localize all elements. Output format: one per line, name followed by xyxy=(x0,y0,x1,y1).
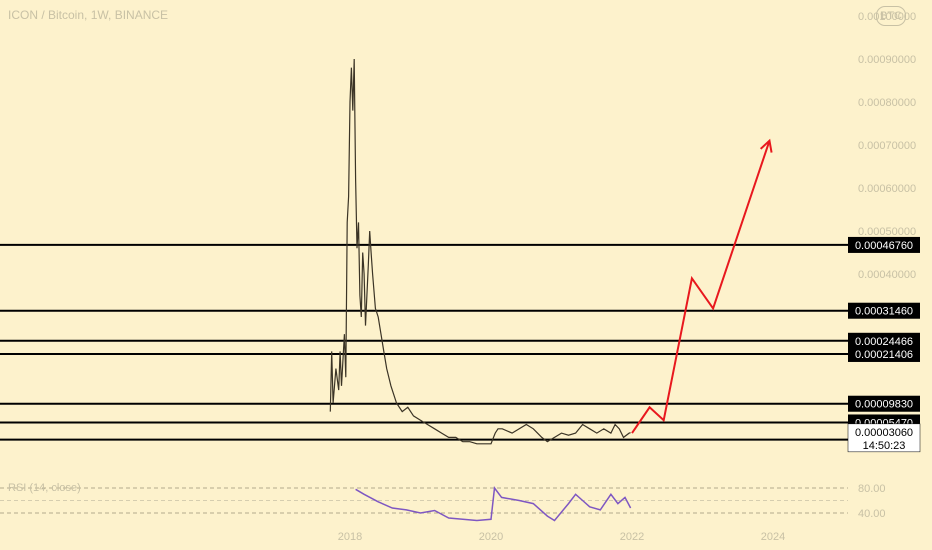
last-price-label: 0.00003060 xyxy=(855,427,913,439)
time-axis-label: 2022 xyxy=(620,531,644,543)
time-axis-label: 2018 xyxy=(338,531,362,543)
level-price-label: 0.00024466 xyxy=(855,336,913,348)
price-axis-label: 0.00070000 xyxy=(858,140,916,152)
countdown-label: 14:50:23 xyxy=(863,440,906,452)
time-axis-label: 2024 xyxy=(761,531,785,543)
level-price-tag xyxy=(848,395,920,412)
last-price-box xyxy=(847,423,921,453)
price-line xyxy=(329,58,631,445)
price-axis-label: 0.00050000 xyxy=(858,226,916,238)
level-price-label: 0.00009830 xyxy=(855,399,913,411)
price-axis-label: 0.00080000 xyxy=(858,97,916,109)
level-price-tag xyxy=(848,236,920,253)
price-axis-label: 0.00090000 xyxy=(858,54,916,66)
rsi-line xyxy=(355,486,632,522)
level-price-tag xyxy=(848,345,920,362)
time-axis-label: 2020 xyxy=(479,531,503,543)
rsi-label: RSI (14, close) xyxy=(8,482,81,494)
level-price-tag xyxy=(848,302,920,319)
chart-title: ICON / Bitcoin, 1W, BINANCE xyxy=(8,8,169,22)
projection-arrow-line xyxy=(631,140,771,434)
currency-badge[interactable]: BTC xyxy=(876,6,906,26)
price-axis-label: 0.00060000 xyxy=(858,183,916,195)
rsi-axis-label: 80.00 xyxy=(858,483,886,495)
level-price-label: 0.00046760 xyxy=(855,240,913,252)
price-axis-label: 0.00100000 xyxy=(858,11,916,23)
level-price-tag xyxy=(848,332,920,349)
level-price-label: 0.00031460 xyxy=(855,306,913,318)
level-price-label: 0.00021406 xyxy=(855,349,913,361)
rsi-axis-label: 40.00 xyxy=(858,508,886,520)
price-axis-label: 0.00040000 xyxy=(858,269,916,281)
projection-arrow-head xyxy=(759,138,773,153)
